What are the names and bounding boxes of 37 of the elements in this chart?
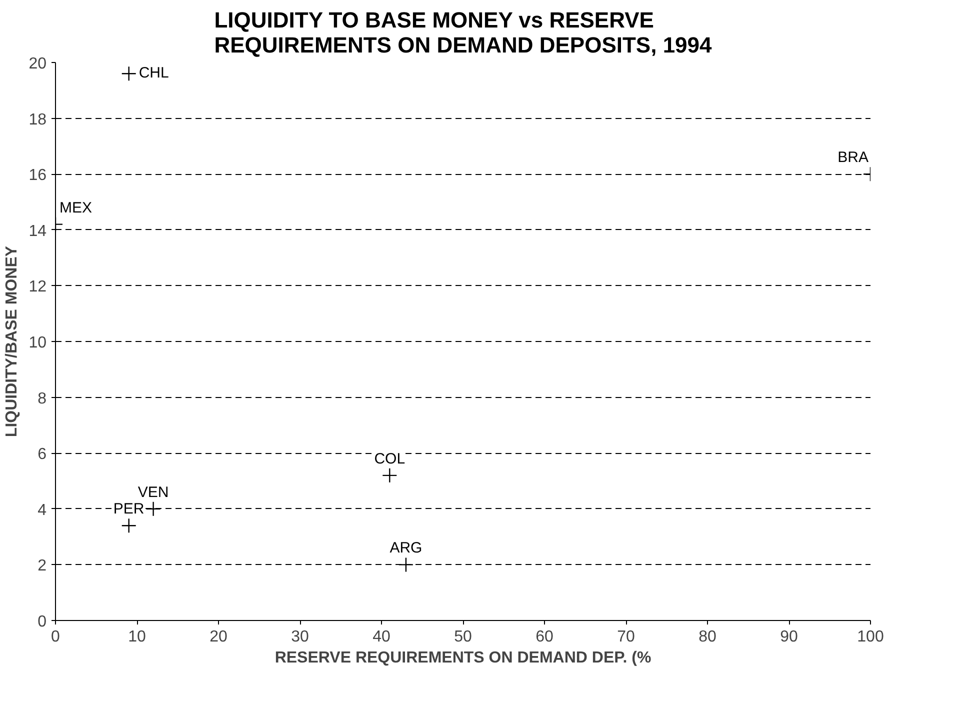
y-tick-label: 20 [28,56,47,72]
annotation: CHL [138,64,169,82]
point [382,468,398,484]
point [146,501,161,516]
annotation: ARG [390,540,422,557]
x-tick-label: 20 [210,628,228,646]
x-tick-label: 60 [536,628,554,646]
y-tick-label: 8 [38,390,47,408]
chart-title: LIQUIDITY TO BASE MONEY vs RESERVE REQUIREMENTS ON DEMAND DEPOSITS, 1994 [214,8,713,58]
annotation: MEX [60,199,92,216]
annotation: BRA [838,149,868,166]
x-tick-label: 90 [780,628,798,646]
annotation: VEN [138,484,169,501]
y-tick-label: 12 [28,278,47,296]
x-tick-label: 80 [698,628,716,646]
y-tick-label: 2 [38,558,47,575]
x-tick-label: 30 [291,628,309,646]
x-axis-title: RESERVE REQUIREMENTS ON DEMAND DEP. (% [274,650,652,666]
y-tick-label: 18 [28,111,47,128]
y-tick-label: 0 [38,614,47,630]
point [121,66,136,82]
y-tick-label: 16 [28,167,47,184]
point [121,518,136,534]
point [398,557,414,572]
x-tick-label: 10 [128,628,146,646]
x-tick-label: 70 [617,628,635,646]
y-axis-title: LIQUIDITY/BASE MONEY [4,246,21,438]
y-tick-label: 10 [28,334,47,352]
y-tick-label: 4 [38,502,47,519]
y-tick-label: 6 [38,446,47,464]
x-tick-label: 40 [372,628,390,646]
y-tick-label: 14 [28,222,47,240]
x-tick-label: 100 [857,628,884,646]
annotation: PER [113,500,144,518]
x-tick-label: 0 [51,628,60,646]
x-tick-label: 50 [454,628,472,646]
annotation: COL [374,450,406,468]
